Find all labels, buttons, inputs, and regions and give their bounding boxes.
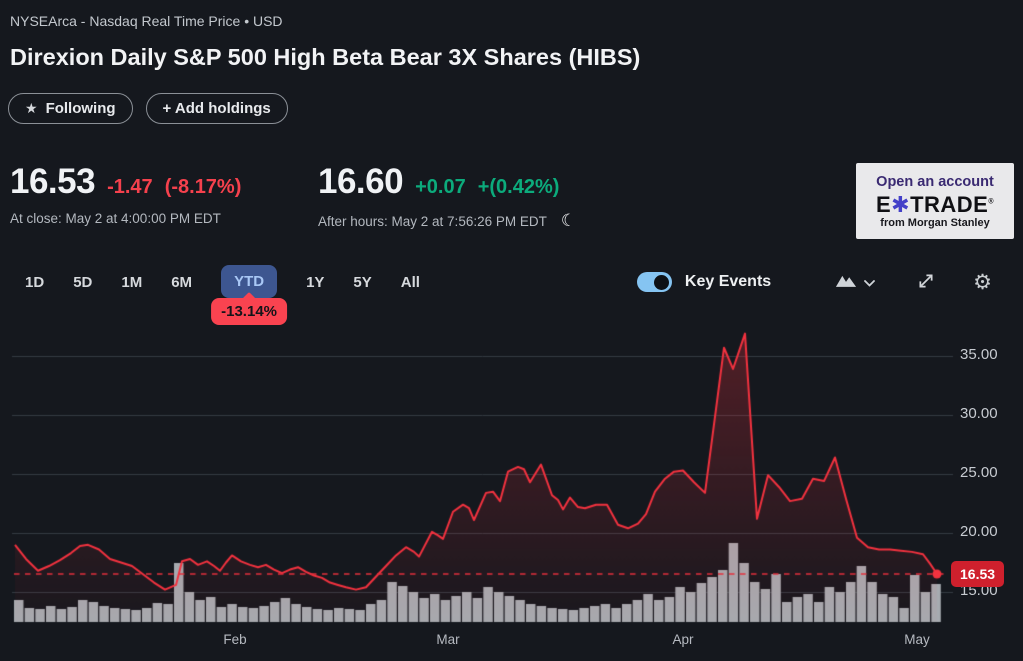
star-icon: ★ xyxy=(25,100,38,116)
tab-6m[interactable]: 6M xyxy=(171,273,193,291)
y-axis-tick: 35.00 xyxy=(960,346,998,363)
after-hours-change: +0.07 xyxy=(415,176,466,198)
tab-1d[interactable]: 1D xyxy=(25,273,45,291)
quote-summary: 16.53 -1.47 (-8.17%) At close: May 2 at … xyxy=(10,162,576,231)
tab-all[interactable]: All xyxy=(400,273,420,291)
tab-5d[interactable]: 5D xyxy=(73,273,93,291)
after-hours-quote: 16.60 +0.07 +(0.42%) After hours: May 2 … xyxy=(318,162,576,231)
chart-type-button[interactable] xyxy=(835,273,876,291)
following-button[interactable]: ★ Following xyxy=(8,93,133,124)
y-axis-tick: 30.00 xyxy=(960,405,998,422)
at-close-time: At close: May 2 at 4:00:00 PM EDT xyxy=(10,211,221,226)
toggle-knob xyxy=(654,274,670,290)
chart-toolbar: 1D 5D 1M 6M YTD -13.14% 1Y 5Y All Key Ev… xyxy=(0,262,1023,325)
regular-market-quote: 16.53 -1.47 (-8.17%) At close: May 2 at … xyxy=(10,162,318,231)
current-price-badge: 16.53 xyxy=(951,560,1005,587)
following-label: Following xyxy=(45,100,116,117)
x-axis-tick: Apr xyxy=(672,632,694,647)
after-hours-price: 16.60 xyxy=(318,162,404,201)
regular-change-percent: (-8.17%) xyxy=(164,176,242,198)
fullscreen-button[interactable] xyxy=(916,271,936,294)
etrade-star-icon: ✱ xyxy=(891,191,911,217)
gear-icon: ⚙ xyxy=(973,269,992,294)
regular-price: 16.53 xyxy=(10,162,96,201)
page-title: Direxion Daily S&P 500 High Beta Bear 3X… xyxy=(10,44,641,70)
add-holdings-button[interactable]: + Add holdings xyxy=(145,93,288,124)
chevron-down-icon xyxy=(864,275,876,290)
x-axis-tick: Mar xyxy=(436,632,460,647)
settings-button[interactable]: ⚙ xyxy=(973,269,992,294)
moon-icon: ☾ xyxy=(560,211,577,230)
key-events-toggle[interactable] xyxy=(636,272,672,292)
tab-1y[interactable]: 1Y xyxy=(306,273,325,291)
registered-mark: ® xyxy=(988,198,995,206)
tab-1m[interactable]: 1M xyxy=(121,273,143,291)
add-holdings-label: + Add holdings xyxy=(162,100,271,117)
etrade-ad[interactable]: Open an account E✱TRADE® from Morgan Sta… xyxy=(856,163,1014,239)
quote-actions: ★ Following + Add holdings xyxy=(8,93,288,124)
range-change-badge: -13.14% xyxy=(211,298,287,325)
tab-5y[interactable]: 5Y xyxy=(353,273,372,291)
price-chart: 35.00 30.00 25.00 20.00 15.00 Feb Mar Ap… xyxy=(0,322,1023,661)
key-events-label: Key Events xyxy=(684,273,772,290)
ad-cta: Open an account xyxy=(876,173,994,190)
ad-subtitle: from Morgan Stanley xyxy=(880,216,990,229)
after-hours-change-percent: +(0.42%) xyxy=(477,176,560,198)
x-axis-tick: Feb xyxy=(223,632,247,647)
price-chart-canvas[interactable] xyxy=(0,322,1023,661)
x-axis-tick: May xyxy=(904,632,930,647)
after-hours-time: After hours: May 2 at 7:56:26 PM EDT xyxy=(318,213,547,229)
y-axis-tick: 25.00 xyxy=(960,464,998,481)
regular-change: -1.47 xyxy=(107,176,153,198)
exchange-line: NYSEArca - Nasdaq Real Time Price • USD xyxy=(10,13,283,29)
expand-icon xyxy=(916,271,936,294)
y-axis-tick: 20.00 xyxy=(960,523,998,540)
etrade-logo: E✱TRADE® xyxy=(875,191,995,217)
range-tabs: 1D 5D 1M 6M YTD -13.14% 1Y 5Y All xyxy=(25,265,420,325)
mountain-chart-icon xyxy=(835,273,857,291)
